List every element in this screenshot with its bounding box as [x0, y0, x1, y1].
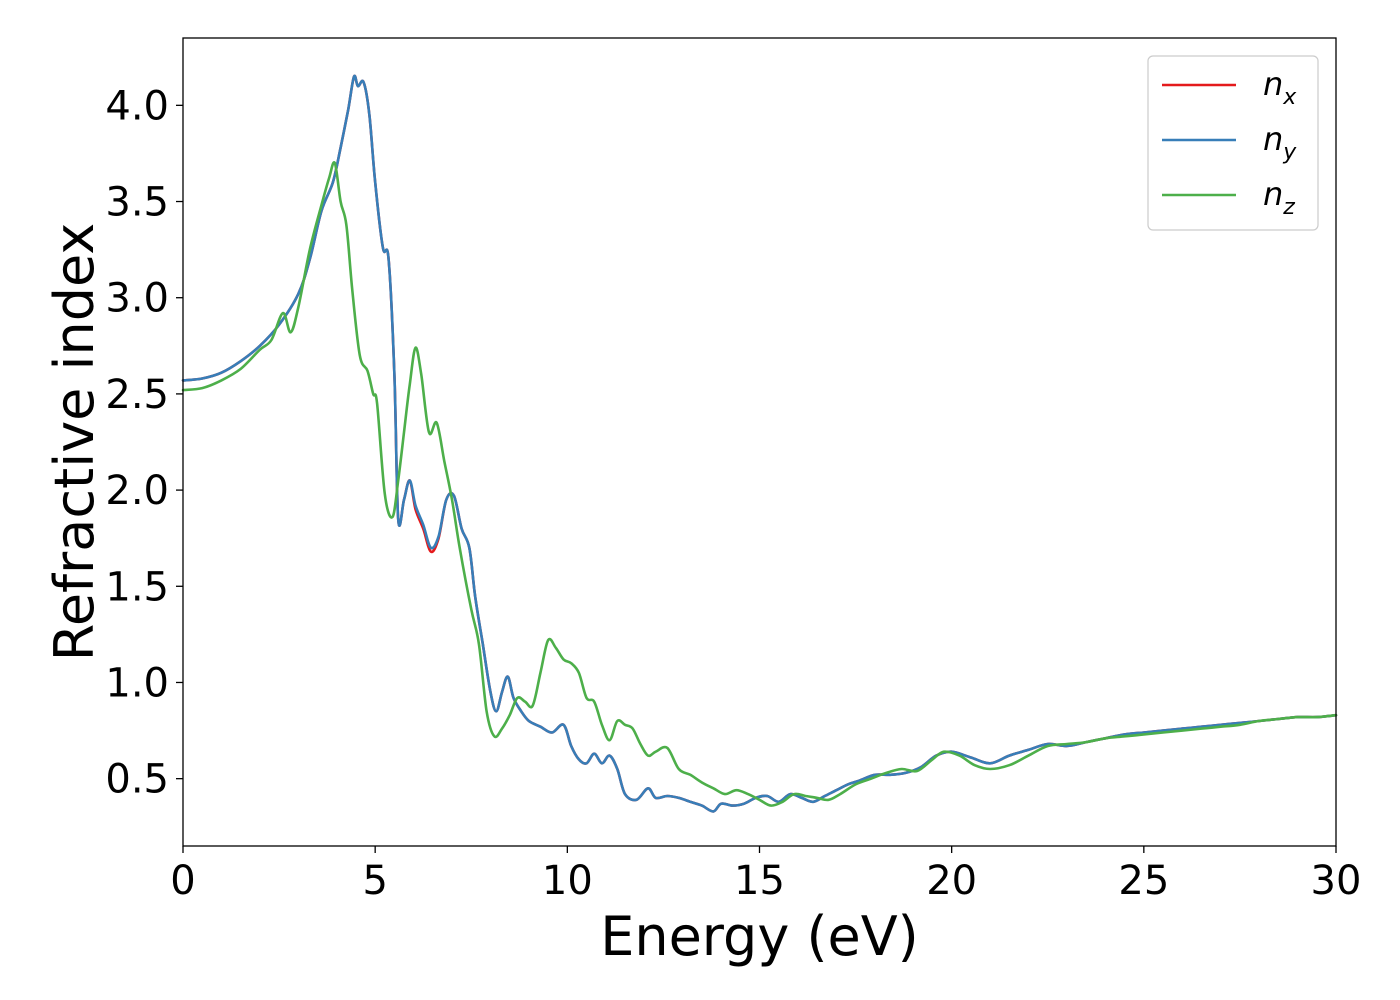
x-axis-label: Energy (eV): [600, 905, 919, 968]
legend-label-subscript: x: [1282, 85, 1297, 110]
legend-label-nx: nx: [1263, 65, 1297, 110]
y-tick-label: 3.5: [105, 180, 169, 226]
legend-label-main: n: [1263, 65, 1283, 103]
series-layer: [181, 74, 1338, 813]
x-tick-label: 10: [542, 858, 593, 904]
x-tick-label: 15: [734, 858, 785, 904]
series-line-ny: [181, 74, 1338, 813]
x-tick-label: 25: [1118, 858, 1169, 904]
y-tick-label: 4.0: [105, 83, 169, 129]
x-axis-ticks: 0 5 10 15 20 25 30: [170, 846, 1361, 904]
series-line-nz: [181, 160, 1338, 807]
y-tick-label: 3.0: [105, 276, 169, 322]
legend-label-subscript: y: [1282, 140, 1297, 165]
legend-label-subscript: z: [1282, 195, 1295, 220]
y-tick-label: 1.0: [105, 660, 169, 706]
y-tick-label: 2.5: [105, 372, 169, 418]
y-axis-label: Refractive index: [43, 223, 106, 662]
legend-label-main: n: [1263, 120, 1283, 158]
x-tick-label: 20: [926, 858, 977, 904]
y-tick-label: 0.5: [105, 757, 169, 803]
x-tick-label: 0: [170, 858, 195, 904]
legend-label-main: n: [1263, 175, 1283, 213]
legend-label-nz: nz: [1263, 175, 1295, 220]
y-tick-label: 2.0: [105, 468, 169, 514]
legend-label-ny: ny: [1263, 120, 1297, 165]
x-tick-label: 5: [362, 858, 387, 904]
y-axis-ticks: 0.5 1.0 1.5 2.0 2.5 3.0 3.5 4.0: [105, 83, 183, 803]
legend-box: [1147, 55, 1319, 231]
x-tick-label: 30: [1311, 858, 1362, 904]
y-tick-label: 1.5: [105, 564, 169, 610]
